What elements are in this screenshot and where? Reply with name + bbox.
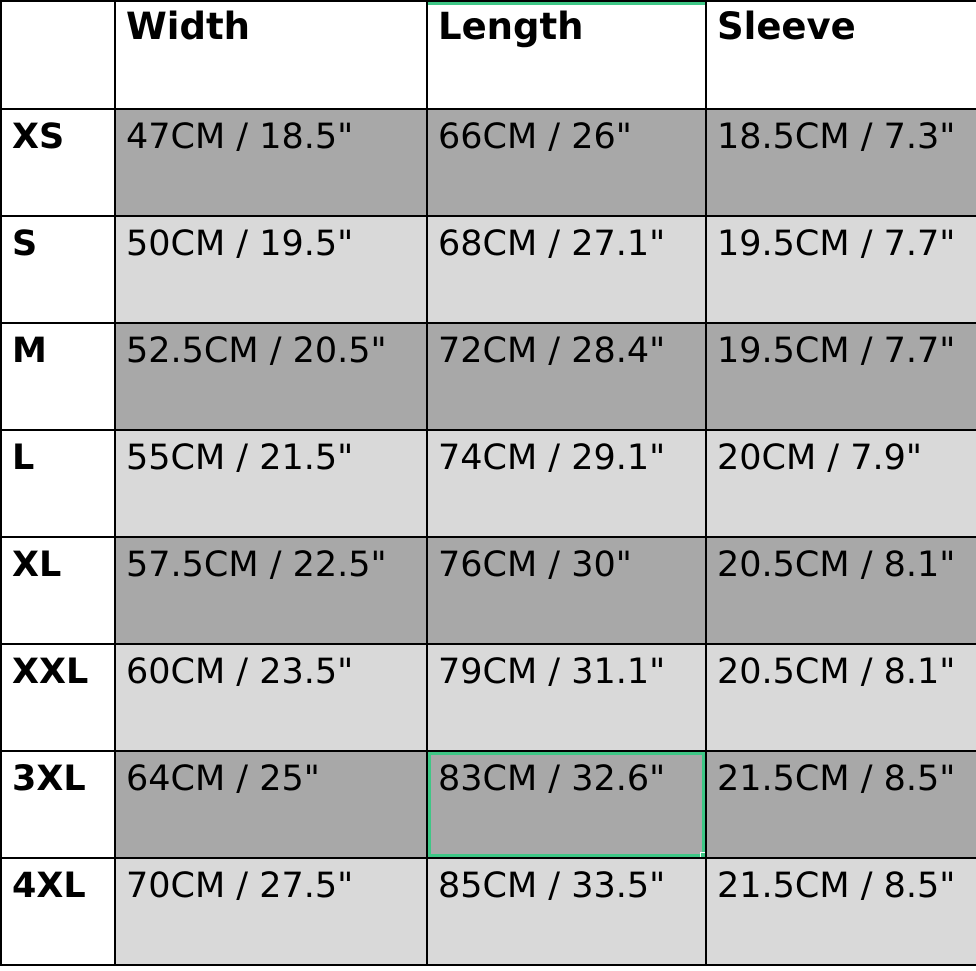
cell-length[interactable]: 72CM / 28.4"	[426, 322, 707, 431]
column-header-length-label: Length	[438, 5, 584, 48]
table-body: XS 47CM / 18.5" 66CM / 26" 18.5CM / 7.3"…	[0, 108, 976, 966]
cell-sleeve[interactable]: 19.5CM / 7.7"	[705, 215, 976, 324]
cell-sleeve[interactable]: 19.5CM / 7.7"	[705, 322, 976, 431]
cell-sleeve[interactable]: 21.5CM / 8.5"	[705, 857, 976, 966]
row-header-size[interactable]: XS	[0, 108, 116, 217]
cell-length-selected-value: 83CM / 32.6"	[438, 759, 666, 799]
row-header-size[interactable]: XXL	[0, 643, 116, 752]
cell-sleeve[interactable]: 21.5CM / 8.5"	[705, 750, 976, 859]
cell-width[interactable]: 47CM / 18.5"	[114, 108, 428, 217]
cell-length[interactable]: 66CM / 26"	[426, 108, 707, 217]
cell-sleeve[interactable]: 20.5CM / 8.1"	[705, 536, 976, 645]
cell-length[interactable]: 68CM / 27.1"	[426, 215, 707, 324]
table-row: L 55CM / 21.5" 74CM / 29.1" 20CM / 7.9"	[0, 429, 976, 538]
column-selection-marker-icon	[429, 3, 704, 5]
cell-length-selected[interactable]: 83CM / 32.6"	[426, 750, 707, 859]
column-header-length[interactable]: Length	[426, 0, 707, 110]
cell-length[interactable]: 85CM / 33.5"	[426, 857, 707, 966]
table-row: M 52.5CM / 20.5" 72CM / 28.4" 19.5CM / 7…	[0, 322, 976, 431]
cell-width[interactable]: 70CM / 27.5"	[114, 857, 428, 966]
row-header-size[interactable]: 4XL	[0, 857, 116, 966]
table-row: XS 47CM / 18.5" 66CM / 26" 18.5CM / 7.3"	[0, 108, 976, 217]
table-header-row: Width Length Sleeve	[0, 0, 976, 110]
table-row: XXL 60CM / 23.5" 79CM / 31.1" 20.5CM / 8…	[0, 643, 976, 752]
cell-width[interactable]: 64CM / 25"	[114, 750, 428, 859]
cell-width[interactable]: 55CM / 21.5"	[114, 429, 428, 538]
cell-length[interactable]: 76CM / 30"	[426, 536, 707, 645]
cell-sleeve[interactable]: 20CM / 7.9"	[705, 429, 976, 538]
cell-length[interactable]: 79CM / 31.1"	[426, 643, 707, 752]
row-header-size[interactable]: M	[0, 322, 116, 431]
cell-sleeve[interactable]: 18.5CM / 7.3"	[705, 108, 976, 217]
cell-width[interactable]: 50CM / 19.5"	[114, 215, 428, 324]
row-header-size[interactable]: XL	[0, 536, 116, 645]
cell-width[interactable]: 52.5CM / 20.5"	[114, 322, 428, 431]
column-header-width[interactable]: Width	[114, 0, 428, 110]
row-header-size[interactable]: L	[0, 429, 116, 538]
cell-width[interactable]: 57.5CM / 22.5"	[114, 536, 428, 645]
cell-sleeve[interactable]: 20.5CM / 8.1"	[705, 643, 976, 752]
row-header-size[interactable]: S	[0, 215, 116, 324]
fill-handle-icon[interactable]	[700, 852, 704, 856]
cell-width[interactable]: 60CM / 23.5"	[114, 643, 428, 752]
table-row: 3XL 64CM / 25" 83CM / 32.6" 21.5CM / 8.5…	[0, 750, 976, 859]
table-row: S 50CM / 19.5" 68CM / 27.1" 19.5CM / 7.7…	[0, 215, 976, 324]
row-header-size[interactable]: 3XL	[0, 750, 116, 859]
column-header-sleeve[interactable]: Sleeve	[705, 0, 976, 110]
table-row: 4XL 70CM / 27.5" 85CM / 33.5" 21.5CM / 8…	[0, 857, 976, 966]
table-corner-cell	[0, 0, 116, 110]
cell-length[interactable]: 74CM / 29.1"	[426, 429, 707, 538]
table-row: XL 57.5CM / 22.5" 76CM / 30" 20.5CM / 8.…	[0, 536, 976, 645]
